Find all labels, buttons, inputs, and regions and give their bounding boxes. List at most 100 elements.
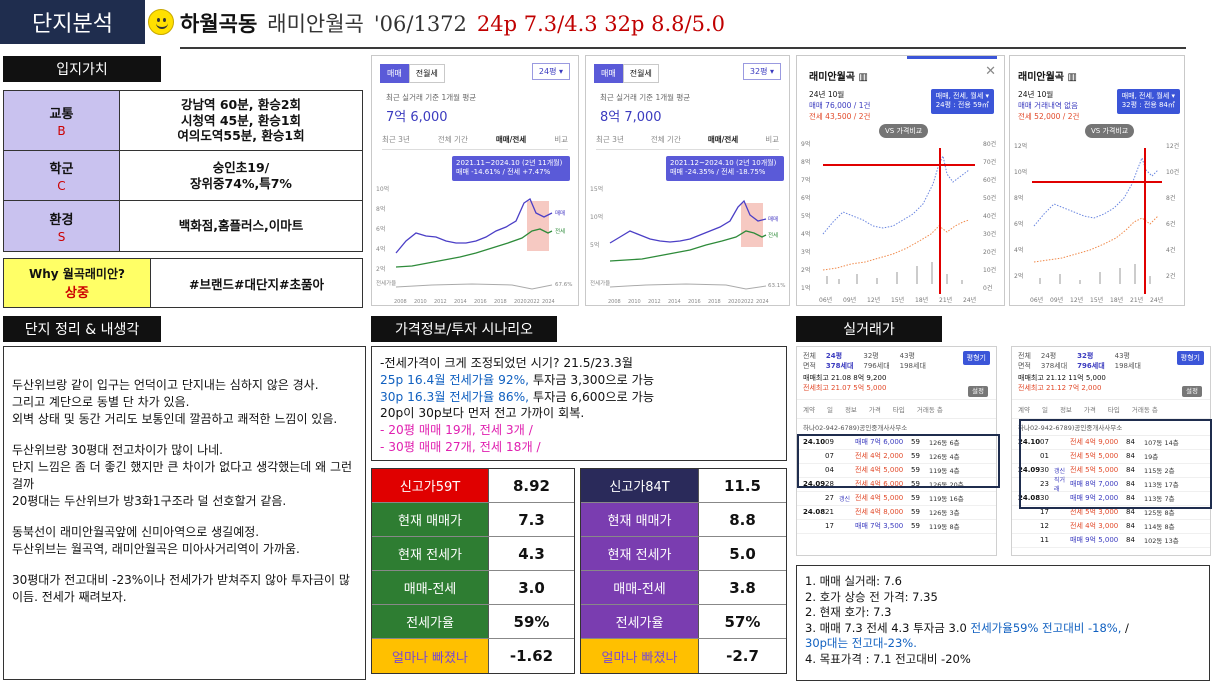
- settings-button[interactable]: 설정: [968, 385, 988, 397]
- location-table: 교통 B 강남역 60분, 환승2회 시청역 45분, 환승1회 여의도역55분,…: [3, 90, 363, 252]
- grid-value: 8.8: [729, 510, 756, 529]
- tx-price: 매매 7억 3,500: [855, 522, 904, 531]
- x-tick: 2018: [494, 299, 507, 305]
- map-icon[interactable]: ▥: [858, 72, 868, 83]
- seg-sale[interactable]: 매매: [380, 64, 409, 83]
- tab-sale-jeonse[interactable]: 매매/전세: [495, 135, 527, 144]
- tx-unit: 107동 14층: [1144, 439, 1179, 448]
- tx-row[interactable]: 27 갱신 전세 4억 5,000 59 119동 16층: [797, 492, 996, 506]
- tab-sale-jeonse[interactable]: 매매/전세: [707, 135, 739, 144]
- size-select[interactable]: 32평 ▾: [742, 63, 781, 80]
- grid-row: 현재 매매가 7.3: [372, 503, 574, 537]
- location-row-environment: 환경 S 백화점,홈플러스,이마트: [4, 201, 362, 251]
- settings-button[interactable]: 설정: [1182, 385, 1202, 397]
- y-tick: 2건: [1166, 272, 1175, 280]
- filter-type: 매매, 전세, 월세 ▾: [1121, 92, 1175, 100]
- location-line: 장위중74%,특7%: [190, 175, 292, 191]
- tx-row[interactable]: 24.08 30 매매 9억 2,000 84 113동 7층: [1012, 492, 1210, 506]
- seg-sale[interactable]: 매매: [594, 64, 623, 83]
- tx-row[interactable]: 23 직거래 매매 8억 7,000 84 113동 17층: [1012, 477, 1210, 493]
- tx-row[interactable]: 11 매매 9억 5,000 84 102동 13층: [1012, 534, 1210, 548]
- filter-dropdown[interactable]: 매매, 전세, 월세 ▾ 32평 : 전용 84㎡: [1116, 89, 1180, 114]
- tx-row[interactable]: 01 전세 5억 5,000 84 19층: [1012, 450, 1210, 464]
- tx-type: 84: [1126, 494, 1135, 503]
- location-line: 강남역 60분, 환승2회: [180, 97, 302, 113]
- tx-row[interactable]: 24.09 28 전세 4억 6,000 59 126동 20층: [797, 478, 996, 492]
- tx-list-24: 전체 면적 24평 378세대 32평 796세대 43평 198세대 평형기 매매최고…: [796, 346, 997, 556]
- tx-row[interactable]: 07 전세 4억 2,000 59 126동 4층: [797, 450, 996, 464]
- y-tick: 4억: [1014, 246, 1023, 254]
- month-summary: 24년 10월 매매 거래내역 없음 전세 52,000 / 2건: [1018, 90, 1079, 123]
- tab-compare[interactable]: 비교: [765, 135, 779, 144]
- deal-type-toggle[interactable]: 매매 전월세: [594, 64, 659, 83]
- price-history-chart: 10억 8억 6억 4억 2억 매매 전세 전세가율 67.6% 2008 20…: [376, 185, 572, 305]
- month-sale: 매매 76,000 / 1건: [809, 100, 871, 110]
- tx-row[interactable]: 12 전세 4억 3,000 84 114동 8층: [1012, 520, 1210, 534]
- location-key: 환경: [49, 212, 74, 228]
- x-axis-years: 2008 2010 2012 2014 2016 2018 2020 2022 …: [608, 299, 769, 305]
- grid-label: 매매-전세: [581, 571, 699, 604]
- memo-line: 두산위브랑 같이 입구는 언덕이고 단지내는 심하지 않은 경사.: [12, 378, 319, 392]
- tab-all[interactable]: 전체 기간: [650, 135, 681, 144]
- seg-rent[interactable]: 전월세: [408, 64, 445, 83]
- tx-size-tab[interactable]: 전체 면적: [803, 351, 816, 371]
- tx-month: 24.10: [803, 438, 826, 447]
- tx-size-tab[interactable]: 32평 796세대: [863, 351, 889, 371]
- x-tick: 2022: [741, 299, 754, 305]
- tx-price: 매매 7억 6,000: [855, 438, 904, 447]
- tx-size-label: 24평: [825, 352, 843, 360]
- tx-price: 전세 5억 3,000: [1070, 508, 1119, 517]
- sale-scatter: [1033, 156, 1159, 227]
- close-icon[interactable]: ✕: [985, 64, 996, 79]
- plan-button[interactable]: 평형기: [1176, 351, 1204, 365]
- tx-row[interactable]: 24.09 30 갱신 전세 5억 5,000 84 115동 2층: [1012, 464, 1210, 478]
- memo-paragraph: 동북선이 래미안월곡앞에 신미아역으로 생길예정. 두산위브는 월곡역, 래미안월…: [12, 524, 357, 558]
- memo-line: 단지 느낌은 좀 더 좋긴 했지만 큰 차이가 없다고 생각했는데 왜 그런걸까: [12, 460, 353, 492]
- grid-label: 매매-전세: [372, 571, 489, 604]
- tx-row[interactable]: 17 전세 5억 3,000 84 125동 8층: [1012, 506, 1210, 520]
- tx-size-tab[interactable]: 43평 198세대: [900, 351, 926, 371]
- compare-button[interactable]: VS 가격비교: [879, 124, 929, 138]
- tx-row[interactable]: 17 매매 7억 3,500 59 119동 8층: [797, 520, 996, 534]
- tab-all[interactable]: 전체 기간: [437, 135, 468, 144]
- y-axis-left: 12억 10억 8억 6억 4억 2억: [1014, 142, 1027, 280]
- location-line: 여의도역55분, 환승1회: [177, 128, 305, 144]
- x-tick: 09년: [1050, 296, 1063, 304]
- tx-row[interactable]: 24.10 09 매매 7억 6,000 59 126동 6층: [797, 436, 996, 450]
- map-icon[interactable]: ▥: [1067, 72, 1077, 83]
- plan-button[interactable]: 평형기: [962, 351, 990, 365]
- tx-size-label: 43평: [1114, 352, 1130, 360]
- month-label: 24년 10월: [809, 90, 845, 99]
- tx-type: 84: [1126, 536, 1135, 545]
- legend-jeonse: 전세: [768, 231, 778, 239]
- year-units: '06/1372: [373, 12, 467, 36]
- tx-row[interactable]: 24.08 21 전세 4억 8,000 59 126동 3층: [797, 506, 996, 520]
- y-tick: 3억: [801, 248, 810, 256]
- memo-line: 그리고 계단으로 동별 단 차가 있음.: [12, 395, 190, 410]
- deal-type-toggle[interactable]: 매매 전월세: [380, 64, 445, 83]
- size-select[interactable]: 24평 ▾: [531, 63, 570, 80]
- tab-compare[interactable]: 비교: [554, 135, 568, 144]
- tx-size-label: 32평: [1077, 352, 1094, 360]
- month-summary: 24년 10월 매매 76,000 / 1건 전세 43,500 / 2건: [809, 90, 870, 123]
- tx-day: 21: [825, 508, 834, 517]
- tx-row[interactable]: 24.10 07 전세 4억 9,000 84 107동 14층: [1012, 436, 1210, 450]
- why-value: #브랜드#대단지#초품아: [189, 276, 324, 292]
- x-tick: 15년: [891, 296, 904, 304]
- compare-button[interactable]: VS 가격비교: [1085, 124, 1135, 138]
- tx-size-tab[interactable]: 전체 면적: [1018, 351, 1031, 371]
- size-select-value: 32평: [749, 67, 768, 76]
- tx-size-tab[interactable]: 24평 378세대: [1041, 351, 1067, 371]
- tx-row[interactable]: 04 전세 4억 5,000 59 119동 4층: [797, 464, 996, 478]
- tx-size-tab[interactable]: 32평 796세대: [1077, 351, 1105, 371]
- tx-month: 24.08: [803, 508, 826, 517]
- tab-3y[interactable]: 최근 3년: [596, 135, 624, 144]
- tx-col: 가격: [868, 405, 881, 414]
- tx-size-tab[interactable]: 24평 378세대: [826, 351, 854, 371]
- seg-rent[interactable]: 전월세: [622, 64, 659, 83]
- filter-dropdown[interactable]: 매매, 전세, 월세 ▾ 24평 : 전용 59㎡: [930, 89, 994, 114]
- tab-3y[interactable]: 최근 3년: [382, 135, 410, 144]
- scenario-line: 25p 16.4월 전세가율 92%, 투자금 3,300으로 가능: [380, 372, 778, 389]
- y-tick: 8억: [1014, 194, 1023, 202]
- tx-size-tab[interactable]: 43평 198세대: [1115, 351, 1141, 371]
